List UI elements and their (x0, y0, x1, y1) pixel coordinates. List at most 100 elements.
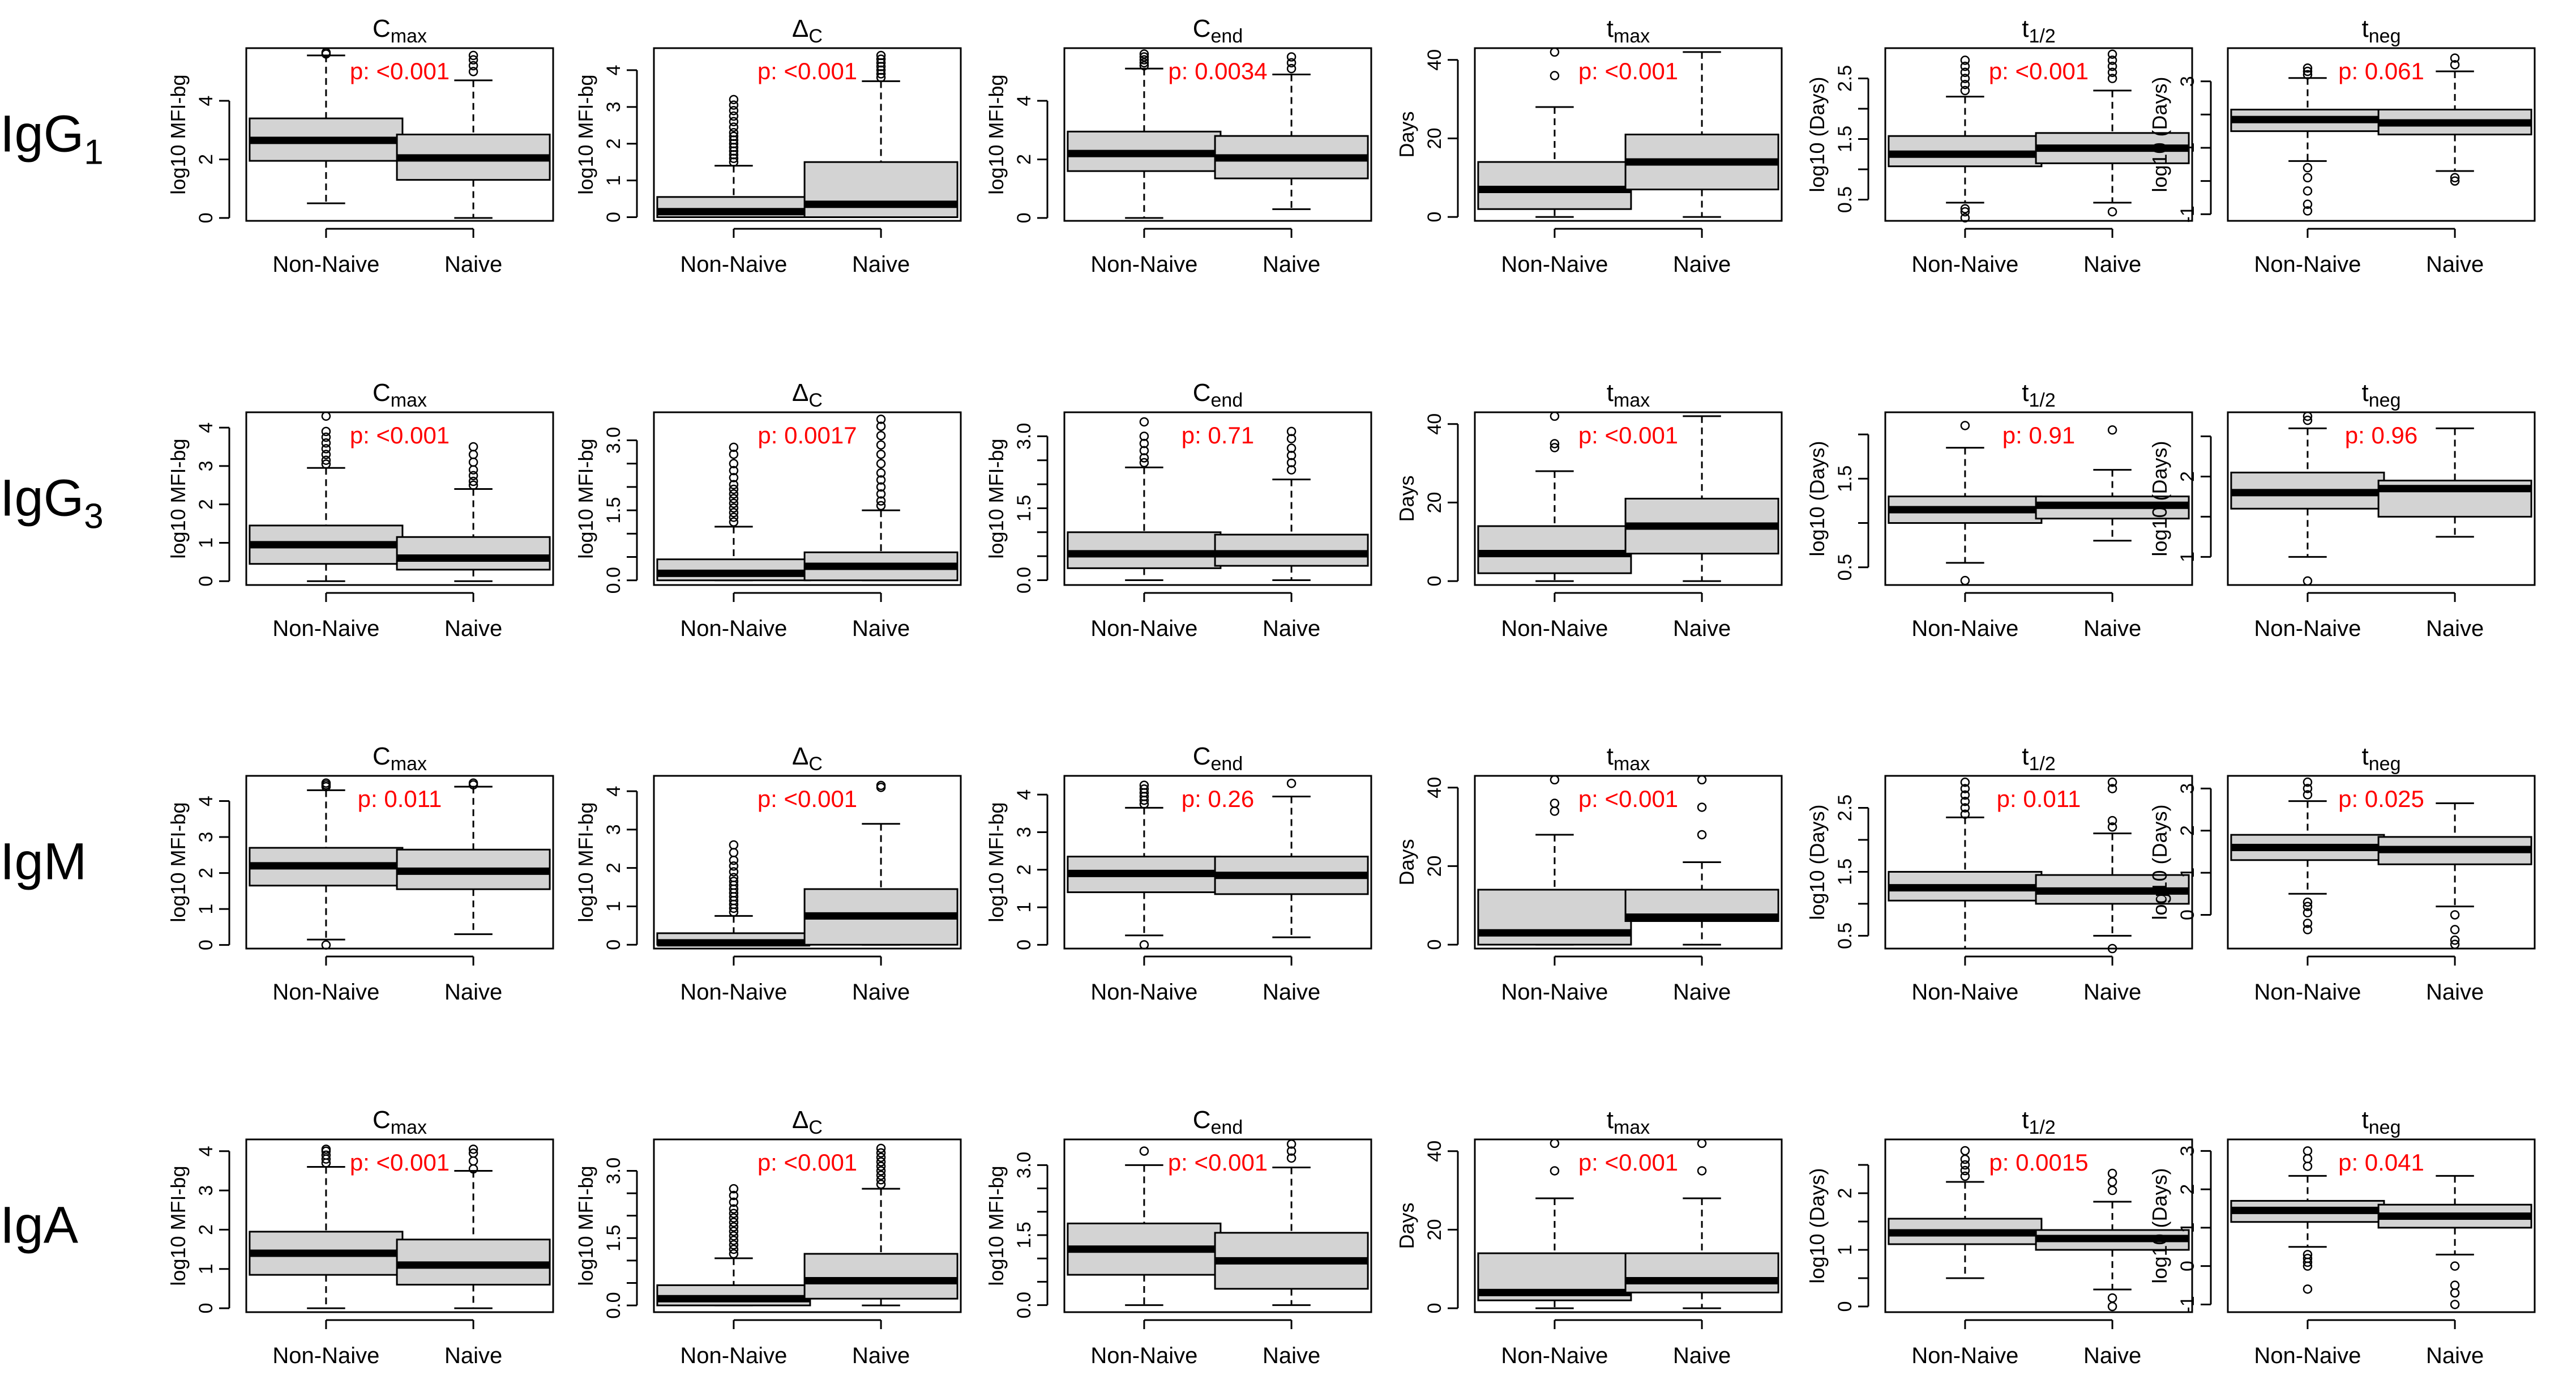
outlier-point (321, 459, 331, 469)
y-tick-label: 1 (195, 904, 217, 915)
outlier-point (1550, 47, 1560, 57)
panel-title-sub: neg (2369, 1117, 2401, 1138)
outlier-point (2303, 63, 2313, 73)
row-label-main: IgA (0, 1197, 79, 1254)
panel-title-main: t (2362, 742, 2369, 770)
y-tick-label: 1 (195, 1263, 217, 1274)
plot-frame (653, 411, 962, 586)
y-axis-label: log10 MFI-bg (166, 438, 190, 558)
y-tick-label: 0 (603, 940, 624, 950)
panel-title: Cmax (373, 15, 427, 47)
panel-title-main: t (2362, 15, 2369, 42)
p-value-label: p: <0.001 (1168, 1149, 1268, 1176)
outlier-point (729, 1222, 739, 1232)
outlier-point (1960, 213, 1970, 223)
panel-title-main: Δ (792, 742, 808, 770)
box-naive: Naive (2035, 49, 2190, 277)
panel-r3-c4: t1/2 0 1 2 log10 (Days) Non-Naive Naive p: 0.00… (1805, 1106, 2193, 1368)
x-tick-label: Naive (444, 980, 502, 1005)
y-tick-label: 0 (2177, 1261, 2198, 1271)
y-tick-label: 20 (1424, 856, 1445, 877)
outlier-point (2450, 925, 2460, 934)
box-naive: Naive (1624, 1138, 1779, 1368)
x-tick-label: Non-Naive (1090, 980, 1197, 1005)
outlier-point (321, 426, 331, 437)
x-tick-label: Naive (444, 616, 502, 641)
y-tick-label: 40 (1424, 49, 1445, 71)
outlier-point (2107, 61, 2117, 71)
p-value-label: p: 0.71 (1182, 422, 1254, 449)
outlier-point (876, 482, 886, 492)
outlier-point (321, 940, 331, 950)
x-tick-label: Non-Naive (2254, 252, 2361, 277)
panel-title-sub: max (1614, 25, 1650, 47)
x-tick-label: Naive (852, 980, 910, 1005)
outlier-point (1697, 830, 1707, 840)
outlier-point (729, 861, 739, 871)
y-axis-label: log10 MFI-bg (166, 1165, 190, 1286)
outlier-point (1139, 438, 1149, 449)
y-tick-label: 0 (195, 212, 217, 223)
p-value-label: p: <0.001 (1578, 785, 1678, 812)
outlier-point (1139, 61, 1149, 71)
panel-title-sub: 1/2 (2029, 753, 2055, 775)
outlier-point (468, 471, 478, 481)
box-naive: Naive (1624, 51, 1779, 277)
outlier-point (1960, 421, 1970, 430)
y-tick-label: 2 (603, 138, 624, 149)
outlier-point (2107, 822, 2117, 832)
panel-r2-c3: tmax 0 20 40 Days Non-Naive Naive p: <0.001 (1395, 742, 1783, 1005)
outlier-point (321, 438, 331, 448)
x-tick-label: Naive (1673, 980, 1731, 1005)
x-tick-label: Naive (852, 1343, 910, 1368)
outlier-point (729, 95, 739, 105)
y-tick-label: 3 (195, 832, 217, 843)
box-naive: Naive (1214, 1139, 1369, 1368)
outlier-point (729, 507, 739, 518)
panel-title: ΔC (792, 15, 823, 47)
outlier-point (729, 442, 739, 452)
y-axis-label: log10 MFI-bg (574, 802, 597, 922)
outlier-point (2303, 411, 2313, 421)
panel-title-sub: C (808, 1117, 823, 1138)
outlier-point (2303, 1253, 2313, 1263)
outlier-point (729, 480, 739, 490)
y-tick-label: 0 (195, 1303, 217, 1314)
box-naive: Naive (396, 1145, 551, 1368)
panels: Cmax 0 2 4 log10 MFI-bg Non-Naive Naive p: <0.0… (166, 15, 2536, 1368)
outlier-point (1139, 458, 1149, 468)
outlier-point (1286, 1139, 1296, 1149)
outlier-point (729, 1231, 739, 1241)
x-tick-label: Naive (852, 616, 910, 641)
outlier-point (729, 1204, 739, 1214)
y-tick-label: 2 (1013, 864, 1035, 875)
panel-title: ΔC (792, 379, 823, 411)
outlier-point (1697, 775, 1707, 785)
box-non-naive: Non-Naive (249, 48, 404, 277)
row-label-3: IgA (0, 1197, 79, 1254)
panel-title: Cend (1193, 15, 1243, 47)
y-tick-label: 2 (195, 499, 217, 510)
outlier-point (2107, 778, 2117, 787)
panel-title-main: C (373, 15, 391, 42)
panel-title-main: t (1607, 742, 1614, 770)
y-tick-label: 3.0 (603, 1158, 624, 1184)
box-naive: Naive (803, 780, 958, 1005)
plot-frame (1063, 775, 1372, 950)
p-value-label: p: <0.001 (1578, 1149, 1678, 1176)
panel-title: t1/2 (2022, 742, 2056, 775)
y-tick-label: 4 (1013, 789, 1035, 800)
panel-title: tmax (1607, 742, 1650, 775)
y-tick-label: -1 (2177, 1296, 2198, 1313)
outlier-point (1286, 451, 1296, 460)
y-tick-label: 3 (2177, 783, 2198, 794)
panel-title-main: C (373, 1106, 391, 1134)
box-naive: Naive (1214, 426, 1369, 641)
outlier-point (1550, 1166, 1560, 1176)
outlier-point (321, 48, 331, 58)
outlier-point (468, 67, 478, 76)
outlier-point (321, 1145, 331, 1154)
plot-frame (2227, 775, 2536, 950)
outlier-point (1550, 443, 1560, 452)
